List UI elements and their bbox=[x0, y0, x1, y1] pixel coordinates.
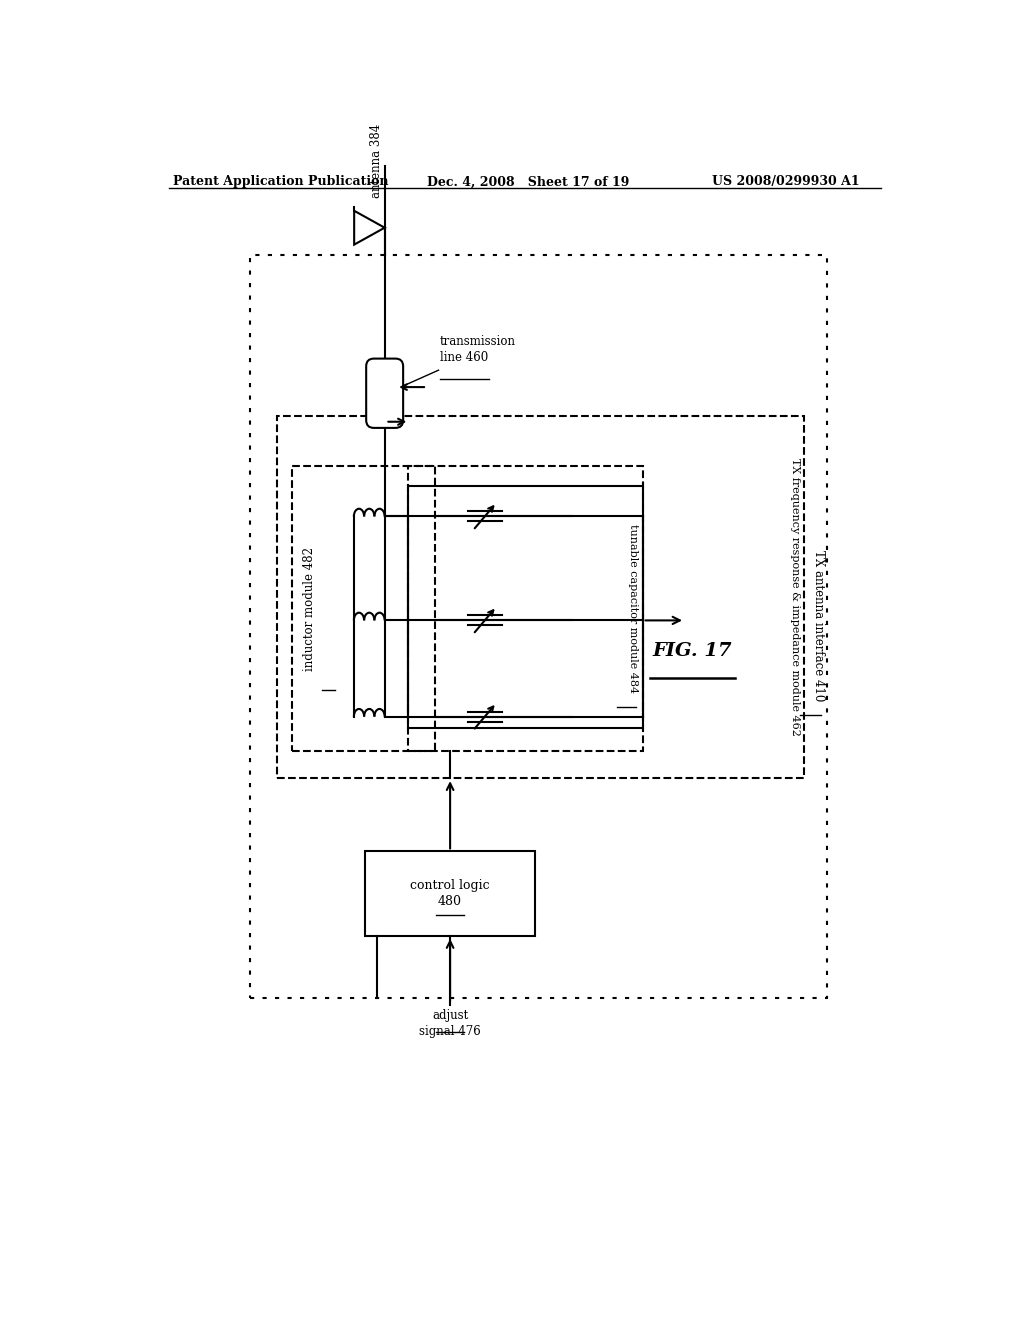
Bar bbox=[276, 416, 804, 779]
Text: antenna 384: antenna 384 bbox=[370, 124, 383, 198]
Bar bbox=[250, 255, 827, 998]
FancyBboxPatch shape bbox=[367, 359, 403, 428]
Text: US 2008/0299930 A1: US 2008/0299930 A1 bbox=[712, 176, 859, 189]
Text: transmission
line 460: transmission line 460 bbox=[440, 335, 516, 364]
Text: Dec. 4, 2008   Sheet 17 of 19: Dec. 4, 2008 Sheet 17 of 19 bbox=[427, 176, 630, 189]
Bar bbox=[366, 851, 535, 936]
Text: adjust
signal 476: adjust signal 476 bbox=[419, 1010, 481, 1039]
Text: inductor module 482: inductor module 482 bbox=[303, 546, 315, 671]
Text: TX antenna interface 410: TX antenna interface 410 bbox=[812, 550, 824, 702]
Text: control logic
480: control logic 480 bbox=[411, 879, 489, 908]
Bar bbox=[408, 486, 643, 729]
Bar bbox=[292, 466, 435, 751]
Text: TX frequency response & impedance module 462: TX frequency response & impedance module… bbox=[791, 458, 800, 737]
Text: tunable capacitor module 484: tunable capacitor module 484 bbox=[629, 524, 638, 693]
Bar bbox=[408, 466, 643, 751]
Text: FIG. 17: FIG. 17 bbox=[653, 643, 732, 660]
Text: Patent Application Publication: Patent Application Publication bbox=[173, 176, 388, 189]
